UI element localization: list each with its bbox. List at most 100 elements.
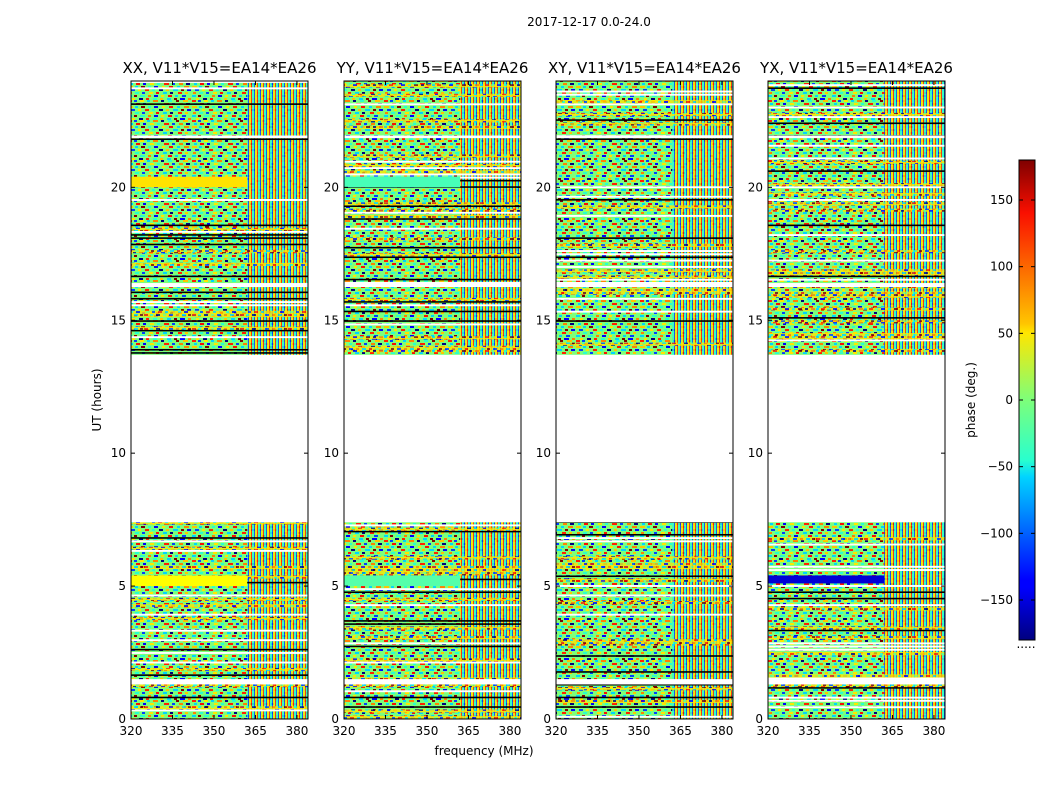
data-gap [556,135,733,139]
heatmap-row [768,291,945,295]
panel-frame [555,80,734,720]
heatmap-row [556,122,733,126]
y-tick-label: 0 [543,712,551,726]
heatmap-row [344,715,521,719]
heatmap-row [131,352,308,354]
heatmap-row [344,205,521,208]
heatmap-row [556,310,733,313]
colorbar-tick-label: 100 [990,260,1013,274]
panel-3-heatmap [556,81,733,719]
heatmap-row [344,527,521,531]
heatmap-row [344,323,521,326]
heatmap-row [131,301,308,304]
colorbar-tick-label: −100 [980,526,1013,540]
x-tick-label: 335 [374,724,397,738]
data-gap [344,283,521,288]
colorbar-label: phase (deg.) [964,362,978,438]
heatmap-row [131,310,308,314]
heatmap-row [556,93,733,96]
y-tick-label: 0 [331,712,339,726]
heatmap-row [556,281,733,284]
panel-frame [343,80,522,720]
x-tick-label: 380 [285,724,308,738]
colorbar-tick-label: −150 [980,593,1013,607]
heatmap-row [768,224,945,227]
phase-stripe [344,176,461,188]
heatmap-row [131,138,308,141]
heatmap-row [768,202,945,206]
data-gap [556,679,733,685]
heatmap-row [768,636,945,640]
heatmap-row [768,607,945,611]
data-gap [768,679,945,685]
heatmap-row [556,253,733,256]
heatmap-row [344,297,521,302]
heatmap-row [768,696,945,699]
heatmap-row [556,533,733,536]
heatmap-row [556,699,733,704]
heatmap-row [344,163,521,168]
heatmap-row [344,626,521,630]
heatmap-row [768,339,945,342]
heatmap-row [344,658,521,662]
heatmap-row [768,250,945,254]
heatmap-row [768,683,945,688]
heatmap-row [768,192,945,196]
heatmap-row [344,211,521,214]
heatmap-row [131,291,308,294]
heatmap-row [344,218,521,220]
heatmap-row [768,234,945,237]
heatmap-row [131,329,308,332]
heatmap-row [768,585,945,587]
heatmap-row [556,639,733,643]
heatmap-row [768,84,945,87]
data-gap [768,354,945,523]
heatmap-row [556,237,733,239]
heatmap-row [768,144,945,147]
heatmap-row [131,326,308,330]
heatmap-row [768,87,945,89]
panel-3: XY, V11*V15=EA14*EA26 320 335 350 365 380 0 5 10… [536,59,741,738]
heatmap-row [344,709,521,713]
heatmap-row [344,683,521,688]
colorbar-below-mark: ..... [1016,637,1035,651]
heatmap-row [344,565,521,570]
heatmap-row [768,259,945,262]
heatmap-row [344,636,521,640]
x-tick-label: 320 [333,724,356,738]
y-tick-label: 0 [118,712,126,726]
y-tick-label: 15 [748,313,763,327]
heatmap-row [344,125,521,129]
heatmap-row [344,604,521,607]
y-tick-label: 20 [111,180,126,194]
heatmap-row [344,246,521,249]
heatmap-row [556,269,733,273]
heatmap-row [344,588,521,591]
heatmap-row [131,613,308,616]
data-gap [344,679,521,685]
heatmap-row [131,546,308,550]
heatmap-row [344,336,521,340]
y-tick-label: 0 [755,712,763,726]
colorbar: phase (deg.) ..... 150 100 50 0 −50 −100 −150 [964,159,1036,651]
panel-4-heatmap [768,81,945,719]
heatmap-row [344,310,521,313]
heatmap-row [556,537,733,540]
heatmap-row [344,642,521,645]
panels: XX, V11*V15=EA14*EA26 320 335 350 365 380 0 5 10… [111,59,953,738]
heatmap-row [768,112,945,117]
heatmap-row [344,167,521,170]
y-tick-label: 20 [324,180,339,194]
heatmap-row [131,250,308,254]
y-tick-label: 15 [324,313,339,327]
heatmap-row [556,103,733,106]
heatmap-row [768,170,945,172]
heatmap-row [344,620,521,622]
heatmap-row [768,348,945,353]
heatmap-row [344,623,521,625]
heatmap-row [131,661,308,664]
panel-frame [767,80,946,720]
heatmap-row [131,521,308,525]
phase-stripe [131,575,248,587]
